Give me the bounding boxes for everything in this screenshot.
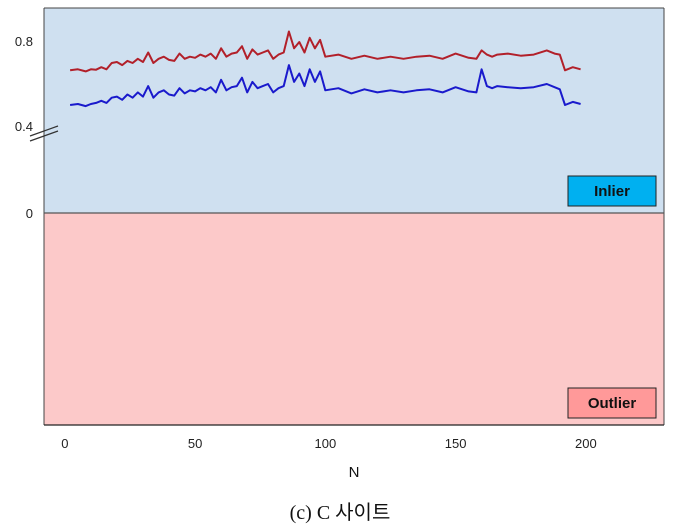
series-line-red (69, 30, 581, 73)
series-line-blue (69, 64, 581, 108)
y-tick-label: 0.8 (15, 34, 33, 49)
y-axis-break-mark (29, 125, 59, 142)
y-tick-label: 0.4 (15, 119, 33, 134)
x-axis-label: N (349, 464, 360, 481)
x-tick-label: 100 (314, 436, 336, 451)
outlier-region (44, 213, 664, 425)
x-tick-label: 200 (575, 436, 597, 451)
x-tick-label: 0 (61, 436, 68, 451)
outlier-label-box (567, 387, 657, 419)
x-tick-label: 50 (188, 436, 202, 451)
outlier-label: Outlier (588, 395, 637, 412)
inlier-label: Inlier (594, 183, 630, 200)
y-tick-label: 0 (26, 206, 33, 221)
inlier-region (44, 8, 664, 213)
x-tick-label: 150 (445, 436, 467, 451)
inlier-label-box (567, 175, 657, 207)
chart: 0.8 0.4 0 0 50 100 150 200 Inlier Outlier N (15, 7, 665, 481)
figure-caption: (c) C 사이트 (289, 502, 391, 524)
